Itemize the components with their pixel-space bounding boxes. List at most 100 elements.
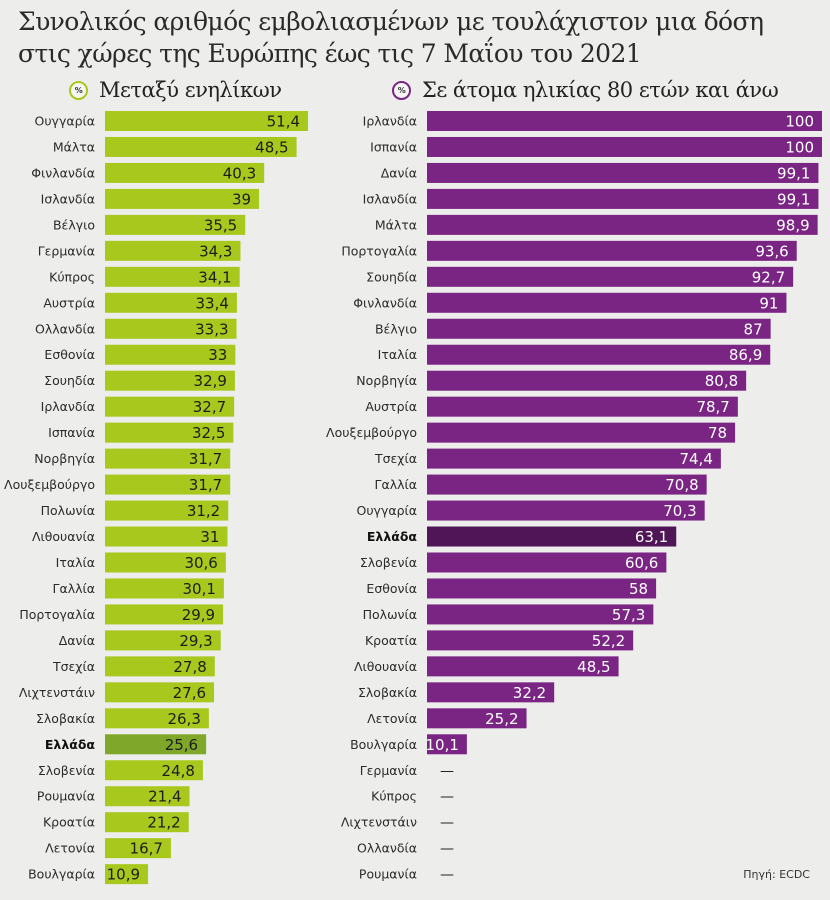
category-label: Σλοβακία bbox=[358, 685, 417, 700]
category-label: Βουλγαρία bbox=[350, 737, 417, 752]
value-label: 39 bbox=[232, 190, 251, 208]
value-label: 78,7 bbox=[696, 398, 729, 416]
value-label: 78 bbox=[708, 424, 727, 442]
bar bbox=[105, 344, 236, 365]
bar bbox=[427, 604, 654, 625]
category-label: Σουηδία bbox=[44, 373, 95, 388]
no-data-label: — bbox=[440, 841, 454, 857]
category-label: Πορτογαλία bbox=[19, 607, 95, 622]
value-label: 26,3 bbox=[167, 710, 200, 728]
right-bar-chart: Ιρλανδία 100 Ισπανία 100 Δανία 99,1 Ισλανδία 99… bbox=[326, 111, 822, 883]
category-label: Λουξεμβούργο bbox=[326, 425, 417, 440]
value-label: 31,7 bbox=[189, 476, 222, 494]
bar bbox=[427, 552, 667, 573]
category-label: Λιθουανία bbox=[32, 529, 95, 544]
bar bbox=[427, 344, 771, 365]
value-label: 32,9 bbox=[194, 372, 227, 390]
category-label: Ολλανδία bbox=[357, 841, 417, 856]
no-data-label: — bbox=[440, 763, 454, 779]
bar bbox=[427, 188, 819, 209]
chart-title: Συνολικός αριθμός εμβολιασμένων με τουλά… bbox=[18, 6, 818, 70]
bar bbox=[105, 292, 237, 313]
category-label: Δανία bbox=[381, 165, 417, 180]
category-label: Λιθουανία bbox=[354, 659, 417, 674]
category-label: Ελλάδα bbox=[45, 737, 96, 752]
category-label: Νορβηγία bbox=[34, 451, 95, 466]
right-panel-header: % Σε άτομα ηλικίας 80 ετών και άνω bbox=[392, 76, 779, 104]
value-label: 24,8 bbox=[162, 762, 195, 780]
bar bbox=[427, 370, 747, 391]
bar bbox=[427, 578, 657, 599]
value-label: 93,6 bbox=[755, 242, 788, 260]
bar bbox=[105, 474, 231, 495]
bar bbox=[105, 318, 237, 339]
bar bbox=[105, 370, 235, 391]
bar bbox=[105, 266, 240, 287]
bar bbox=[427, 708, 527, 729]
bar bbox=[105, 240, 241, 261]
bar bbox=[427, 448, 721, 469]
value-label: 16,7 bbox=[130, 840, 163, 858]
value-label: 91 bbox=[759, 294, 778, 312]
category-label: Ιρλανδία bbox=[363, 114, 417, 129]
category-label: Μάλτα bbox=[375, 217, 417, 232]
bar bbox=[427, 318, 771, 339]
category-label: Κροατία bbox=[43, 815, 95, 830]
value-label: 57,3 bbox=[612, 606, 645, 624]
bar bbox=[427, 266, 794, 287]
value-label: 29,3 bbox=[179, 632, 212, 650]
category-label: Ρουμανία bbox=[37, 789, 95, 804]
value-label: 29,9 bbox=[182, 606, 215, 624]
bar bbox=[427, 162, 819, 183]
category-label: Εσθονία bbox=[366, 581, 417, 596]
category-label: Ισπανία bbox=[48, 425, 95, 440]
category-label: Σλοβενία bbox=[360, 555, 417, 570]
left-panel-header: % Μεταξύ ενηλίκων bbox=[69, 76, 282, 104]
category-label: Λετονία bbox=[367, 711, 417, 726]
no-data-label: — bbox=[440, 789, 454, 805]
category-label: Φινλανδία bbox=[31, 165, 95, 180]
bar bbox=[105, 214, 246, 235]
bar bbox=[427, 474, 707, 495]
value-label: 32,2 bbox=[513, 684, 546, 702]
bar bbox=[105, 604, 224, 625]
title-line-2: στις χώρες της Ευρώπης έως τις 7 Μαΐου τ… bbox=[18, 39, 642, 68]
value-label: 58 bbox=[629, 580, 648, 598]
category-label: Δανία bbox=[59, 633, 95, 648]
category-label: Λετονία bbox=[45, 841, 95, 856]
value-label: 48,5 bbox=[255, 138, 288, 156]
category-label: Φινλανδία bbox=[353, 295, 417, 310]
value-label: 30,6 bbox=[184, 554, 217, 572]
category-label: Ιταλία bbox=[378, 347, 417, 362]
bar bbox=[105, 111, 309, 131]
category-label: Πολωνία bbox=[41, 503, 95, 518]
bar bbox=[105, 448, 231, 469]
value-label: 99,1 bbox=[777, 190, 810, 208]
category-label: Ισλανδία bbox=[363, 191, 417, 206]
value-label: 27,8 bbox=[173, 658, 206, 676]
value-label: 32,7 bbox=[193, 398, 226, 416]
category-label: Λιχτενστάιν bbox=[19, 685, 95, 700]
value-label: 35,5 bbox=[204, 216, 237, 234]
category-label: Ισλανδία bbox=[41, 191, 95, 206]
category-label: Κροατία bbox=[365, 633, 417, 648]
value-label: 30,1 bbox=[182, 580, 215, 598]
bar bbox=[427, 734, 467, 755]
value-label: 33,4 bbox=[196, 294, 229, 312]
category-label: Ισπανία bbox=[370, 139, 417, 154]
value-label: 98,9 bbox=[776, 216, 809, 234]
bar bbox=[427, 630, 634, 651]
left-panel-title: Μεταξύ ενηλίκων bbox=[99, 78, 282, 102]
bar bbox=[105, 630, 221, 651]
value-label: 32,5 bbox=[192, 424, 225, 442]
left-bar-chart: Ουγγαρία 51,4 Μάλτα 48,5 Φινλανδία 40,3 Ισλανδ… bbox=[4, 111, 309, 885]
bar bbox=[427, 396, 738, 417]
category-label: Λιχτενστάιν bbox=[341, 815, 417, 830]
category-label: Ρουμανία bbox=[359, 867, 417, 882]
no-data-label: — bbox=[440, 867, 454, 883]
category-label: Σουηδία bbox=[366, 269, 417, 284]
category-label: Βέλγιο bbox=[53, 217, 95, 232]
bar bbox=[105, 708, 209, 729]
bar bbox=[105, 656, 215, 677]
